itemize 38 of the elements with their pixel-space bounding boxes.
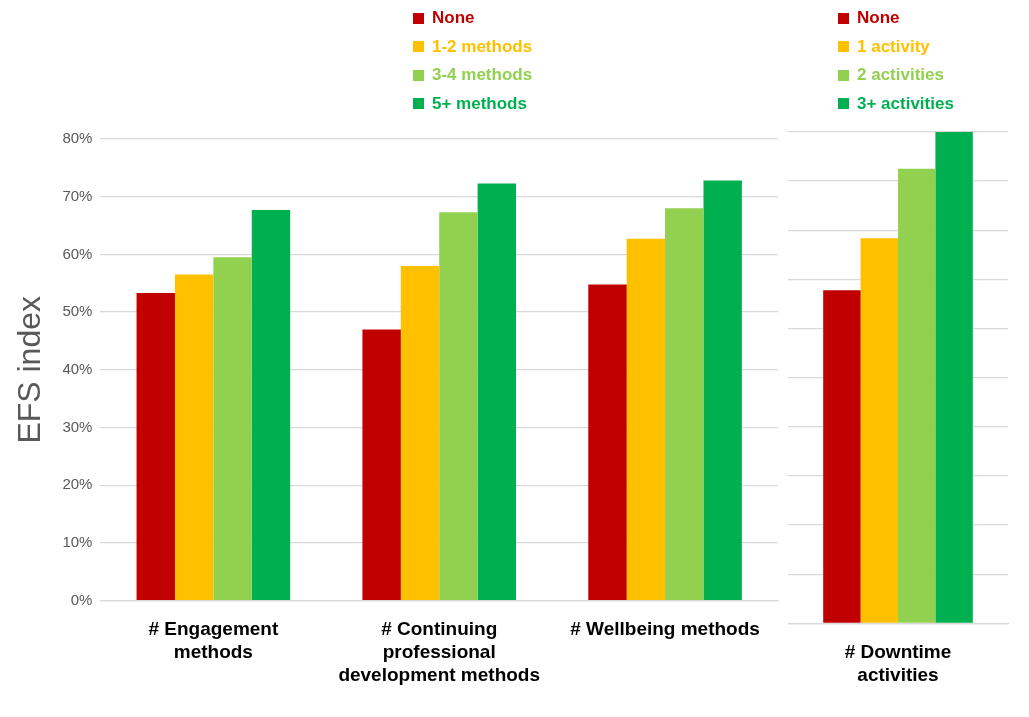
- legend-label: None: [857, 8, 900, 29]
- bar: [439, 212, 478, 600]
- y-tick-label: 70%: [62, 186, 93, 204]
- bar: [400, 265, 440, 600]
- y-tick-label: 80%: [62, 129, 93, 147]
- bar: [935, 132, 973, 623]
- legend-label: 5+ methods: [432, 93, 527, 114]
- bar: [136, 293, 175, 600]
- y-axis-title: EFS index: [11, 295, 48, 444]
- y-tick-label: 20%: [62, 475, 93, 493]
- legend-label: None: [432, 8, 475, 29]
- bar: [477, 183, 516, 600]
- y-tick-label: 50%: [62, 302, 93, 320]
- legend-label: 3+ activities: [857, 93, 954, 114]
- x-tick-label: # Continuing professional development methods: [338, 618, 541, 685]
- legend-label: 3-4 methods: [432, 65, 533, 86]
- bar: [823, 290, 861, 623]
- legend-label: 1 activity: [857, 36, 930, 57]
- bar: [665, 208, 704, 600]
- x-tick-label: # Downtime activities: [844, 641, 952, 685]
- bar: [703, 180, 742, 600]
- bar: [588, 284, 627, 600]
- bar: [174, 274, 214, 600]
- bar: [860, 238, 898, 623]
- legend-label: 2 activities: [857, 65, 944, 86]
- y-tick-label: 0%: [70, 590, 93, 608]
- y-tick-label: 30%: [62, 417, 93, 435]
- bar: [362, 329, 401, 600]
- x-tick-label: # Wellbeing methods: [570, 618, 760, 640]
- x-tick-label: # Engagement methods: [148, 618, 279, 663]
- y-tick-label: 40%: [62, 359, 93, 377]
- bar: [626, 238, 666, 600]
- bar: [898, 168, 936, 623]
- y-tick-label: 60%: [62, 244, 93, 262]
- legend-label: 1-2 methods: [432, 36, 533, 57]
- bar: [251, 209, 291, 600]
- y-tick-label: 10%: [62, 533, 93, 551]
- bar: [213, 257, 252, 600]
